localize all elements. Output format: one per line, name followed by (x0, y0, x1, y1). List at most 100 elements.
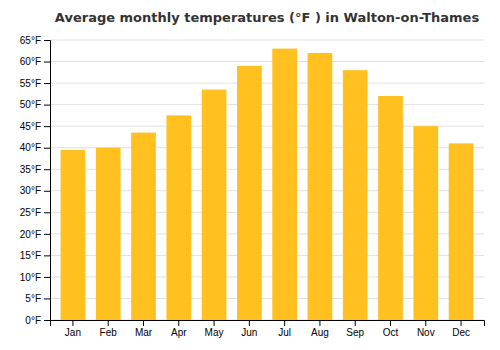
axis-domain (44, 41, 51, 321)
y-tick: 20°F (20, 229, 50, 240)
y-axis: 0°F 5°F 10°F 15°F 20°F 25°F 30°F 35°F 40°F 45°F 50… (20, 35, 51, 326)
bars (61, 49, 474, 320)
x-tick: Jun (241, 320, 257, 338)
x-tick-mark (425, 320, 426, 326)
bar (413, 126, 438, 320)
y-tick-label: 65°F (20, 35, 41, 46)
bar (131, 133, 156, 320)
x-tick: Dec (452, 320, 470, 338)
bar (96, 148, 121, 320)
bar (449, 143, 474, 320)
y-tick-label: 40°F (20, 142, 41, 153)
y-tick-mark (44, 212, 50, 213)
y-tick-label: 50°F (20, 99, 41, 110)
y-tick-mark (44, 255, 50, 256)
y-tick-label: 60°F (20, 56, 41, 67)
y-tick-label: 15°F (20, 250, 41, 261)
y-tick-mark (44, 40, 50, 41)
x-tick-label: Nov (417, 327, 435, 338)
axis-domain (51, 321, 485, 327)
x-tick: May (205, 320, 224, 338)
y-tick: 60°F (20, 56, 50, 67)
x-tick: Mar (135, 320, 153, 338)
x-tick: Jul (278, 320, 291, 338)
y-tick: 45°F (20, 121, 50, 132)
x-tick-mark (108, 320, 109, 326)
y-tick: 40°F (20, 142, 50, 153)
y-tick: 15°F (20, 250, 50, 261)
y-tick-mark (44, 62, 50, 63)
chart-svg: 0°F 5°F 10°F 15°F 20°F 25°F 30°F 35°F 40°F 45°F 50… (0, 0, 500, 350)
bar (166, 115, 191, 320)
x-tick-label: Oct (383, 327, 399, 338)
y-tick: 30°F (20, 185, 50, 196)
x-tick: Apr (171, 320, 187, 338)
bar (237, 66, 262, 320)
y-tick-mark (44, 126, 50, 127)
bar (378, 96, 403, 320)
grid-line (50, 40, 484, 41)
x-tick-mark (319, 320, 320, 326)
y-tick: 65°F (20, 35, 50, 46)
y-tick-label: 45°F (20, 121, 41, 132)
bar (343, 70, 368, 320)
y-tick: 10°F (20, 272, 50, 283)
bar (61, 150, 86, 320)
bar (272, 49, 297, 320)
x-tick-label: May (205, 327, 224, 338)
x-tick-mark (355, 320, 356, 326)
y-tick-mark (44, 234, 50, 235)
y-tick-label: 30°F (20, 185, 41, 196)
grid-line (50, 61, 484, 62)
x-tick-mark (461, 320, 462, 326)
y-tick-mark (44, 277, 50, 278)
x-tick-mark (249, 320, 250, 326)
grid-line (50, 83, 484, 84)
y-tick: 25°F (20, 207, 50, 218)
x-tick-mark (214, 320, 215, 326)
x-tick: Nov (417, 320, 435, 338)
y-tick-label: 10°F (20, 272, 41, 283)
bar (202, 90, 227, 320)
x-tick-mark (178, 320, 179, 326)
x-axis: Jan Feb Mar Apr May Jun Jul Aug Sep Oct Nov Dec (51, 320, 485, 338)
x-tick-label: Mar (135, 327, 153, 338)
y-tick-label: 20°F (20, 229, 41, 240)
y-tick-mark (44, 298, 50, 299)
y-tick-label: 25°F (20, 207, 41, 218)
x-tick: Aug (311, 320, 329, 338)
x-tick-mark (284, 320, 285, 326)
y-tick-mark (44, 169, 50, 170)
y-tick-mark (44, 83, 50, 84)
x-tick-label: Sep (346, 327, 364, 338)
y-tick: 35°F (20, 164, 50, 175)
y-tick-label: 55°F (20, 78, 41, 89)
x-tick-label: Jan (65, 327, 81, 338)
y-tick-label: 5°F (25, 293, 41, 304)
y-tick-mark (44, 105, 50, 106)
x-tick: Feb (100, 320, 118, 338)
title: Average monthly temperatures (°F ) in Wa… (55, 10, 480, 25)
x-tick-label: Dec (452, 327, 470, 338)
x-tick-mark (143, 320, 144, 326)
chart-container: 0°F 5°F 10°F 15°F 20°F 25°F 30°F 35°F 40°F 45°F 50… (0, 0, 500, 350)
y-tick: 50°F (20, 99, 50, 110)
x-tick: Sep (346, 320, 364, 338)
y-tick: 0°F (25, 315, 50, 326)
x-tick-label: Feb (100, 327, 118, 338)
x-tick-label: Jul (278, 327, 291, 338)
x-tick: Oct (383, 320, 399, 338)
y-tick-mark (44, 191, 50, 192)
x-tick-label: Jun (241, 327, 257, 338)
x-tick-mark (72, 320, 73, 326)
x-tick: Jan (65, 320, 81, 338)
y-tick: 5°F (25, 293, 50, 304)
y-tick: 55°F (20, 78, 50, 89)
x-tick-label: Apr (171, 327, 187, 338)
y-tick-label: 0°F (25, 315, 41, 326)
x-tick-label: Aug (311, 327, 329, 338)
grid-line (50, 104, 484, 105)
grid (50, 40, 484, 320)
bar (308, 53, 333, 320)
x-tick-mark (390, 320, 391, 326)
